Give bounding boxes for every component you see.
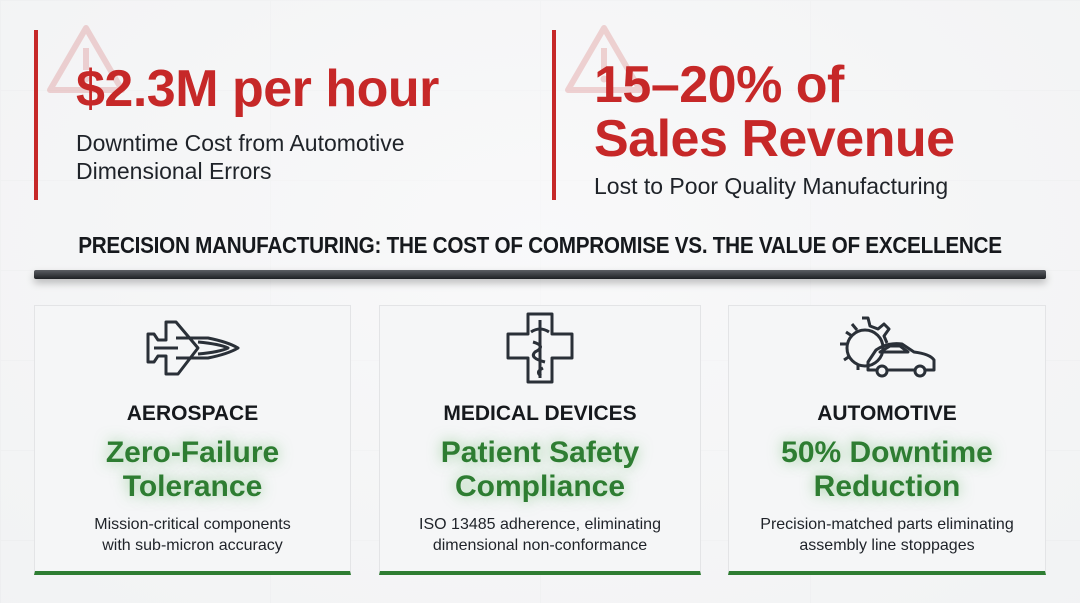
warning-icon [565,25,643,93]
card-category: AUTOMOTIVE [817,402,957,425]
divider [34,270,1046,279]
card-headline: Zero-Failure Tolerance [105,436,280,503]
warning-icon [47,25,125,93]
card-headline: 50% Downtime Reduction [781,436,993,503]
gear-car-icon [840,316,936,378]
card-description: ISO 13485 adherence, eliminating dimensio… [419,516,661,554]
card-medical-devices: MEDICAL DEVICES Patient Safety Compliance… [379,305,701,575]
fighter-jet-icon [146,320,239,376]
stat-revenue-loss: 15–20% of Sales Revenue Lost to Poor Qual… [552,25,955,200]
stat-value: $2.3M per hour [76,60,439,118]
medical-cross-caduceus-icon [506,312,574,384]
section-title: PRECISION MANUFACTURING: THE COST OF COM… [78,232,1002,258]
stat-downtime-cost: $2.3M per hour Downtime Cost from Automo… [34,25,439,200]
card-category: MEDICAL DEVICES [443,402,637,425]
card-category: AEROSPACE [126,402,259,425]
card-description: Precision-matched parts eliminating assem… [760,516,1014,554]
card-description: Mission-critical components with sub-micr… [94,516,291,554]
stat-value: 15–20% of Sales Revenue [594,56,955,168]
card-automotive: AUTOMOTIVE 50% Downtime Reduction Precisi… [728,305,1046,575]
card-headline: Patient Safety Compliance [440,436,640,503]
stat-label: Lost to Poor Quality Manufacturing [594,173,949,199]
card-aerospace: AEROSPACE Zero-Failure Tolerance Mission-… [34,305,351,575]
stat-label: Downtime Cost from Automotive Dimensional… [76,130,405,184]
